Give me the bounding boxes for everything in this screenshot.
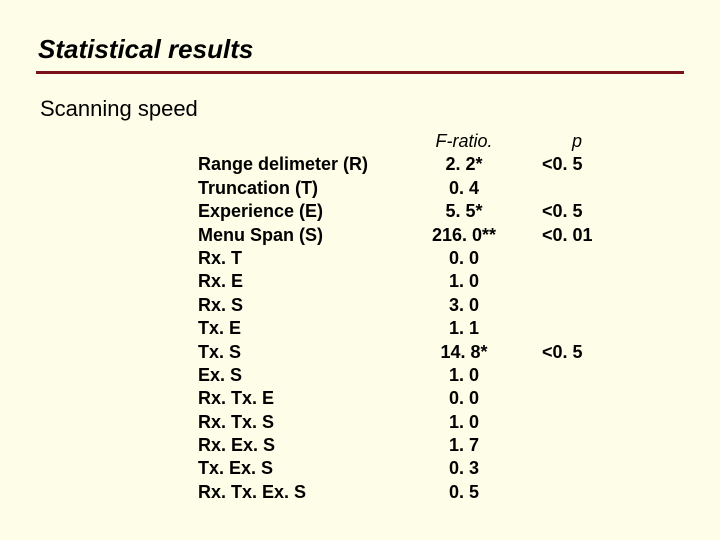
cell-factor: Rx. E bbox=[190, 270, 416, 293]
cell-p bbox=[512, 364, 620, 387]
stats-table-wrap: F-ratio. p Range delimeter (R)2. 2*<0. 5… bbox=[190, 130, 620, 504]
header-factor bbox=[190, 130, 416, 153]
cell-factor: Tx. E bbox=[190, 317, 416, 340]
cell-p bbox=[512, 411, 620, 434]
table-header-row: F-ratio. p bbox=[190, 130, 620, 153]
cell-p: <0. 5 bbox=[512, 200, 620, 223]
cell-fratio: 1. 7 bbox=[416, 434, 512, 457]
cell-p bbox=[512, 270, 620, 293]
cell-fratio: 2. 2* bbox=[416, 153, 512, 176]
cell-factor: Rx. T bbox=[190, 247, 416, 270]
cell-p: <0. 5 bbox=[512, 341, 620, 364]
stats-table: F-ratio. p Range delimeter (R)2. 2*<0. 5… bbox=[190, 130, 620, 504]
table-row: Tx. S14. 8*<0. 5 bbox=[190, 341, 620, 364]
cell-p: <0. 01 bbox=[512, 224, 620, 247]
cell-fratio: 1. 1 bbox=[416, 317, 512, 340]
table-body: Range delimeter (R)2. 2*<0. 5 Truncation… bbox=[190, 153, 620, 504]
table-row: Menu Span (S)216. 0**<0. 01 bbox=[190, 224, 620, 247]
slide-subtitle: Scanning speed bbox=[40, 96, 682, 122]
cell-factor: Rx. Tx. S bbox=[190, 411, 416, 434]
cell-fratio: 1. 0 bbox=[416, 270, 512, 293]
table-row: Tx. Ex. S0. 3 bbox=[190, 457, 620, 480]
table-row: Experience (E)5. 5*<0. 5 bbox=[190, 200, 620, 223]
cell-p bbox=[512, 387, 620, 410]
cell-factor: Tx. S bbox=[190, 341, 416, 364]
cell-fratio: 14. 8* bbox=[416, 341, 512, 364]
header-fratio: F-ratio. bbox=[416, 130, 512, 153]
table-row: Rx. Tx. Ex. S0. 5 bbox=[190, 481, 620, 504]
cell-p bbox=[512, 481, 620, 504]
cell-p: <0. 5 bbox=[512, 153, 620, 176]
cell-factor: Menu Span (S) bbox=[190, 224, 416, 247]
horizontal-rule bbox=[36, 71, 684, 74]
cell-fratio: 0. 5 bbox=[416, 481, 512, 504]
table-row: Ex. S1. 0 bbox=[190, 364, 620, 387]
cell-fratio: 3. 0 bbox=[416, 294, 512, 317]
header-p: p bbox=[512, 130, 620, 153]
slide: Statistical results Scanning speed F-rat… bbox=[0, 0, 720, 540]
slide-title: Statistical results bbox=[38, 34, 682, 65]
table-row: Rx. Ex. S1. 7 bbox=[190, 434, 620, 457]
cell-factor: Tx. Ex. S bbox=[190, 457, 416, 480]
cell-factor: Rx. S bbox=[190, 294, 416, 317]
cell-factor: Rx. Tx. Ex. S bbox=[190, 481, 416, 504]
cell-factor: Truncation (T) bbox=[190, 177, 416, 200]
table-row: Tx. E1. 1 bbox=[190, 317, 620, 340]
cell-factor: Experience (E) bbox=[190, 200, 416, 223]
table-row: Rx. Tx. E0. 0 bbox=[190, 387, 620, 410]
table-row: Rx. Tx. S1. 0 bbox=[190, 411, 620, 434]
cell-fratio: 0. 4 bbox=[416, 177, 512, 200]
table-row: Rx. S3. 0 bbox=[190, 294, 620, 317]
table-row: Rx. E1. 0 bbox=[190, 270, 620, 293]
table-row: Range delimeter (R)2. 2*<0. 5 bbox=[190, 153, 620, 176]
cell-fratio: 1. 0 bbox=[416, 364, 512, 387]
cell-fratio: 216. 0** bbox=[416, 224, 512, 247]
cell-factor: Ex. S bbox=[190, 364, 416, 387]
cell-fratio: 1. 0 bbox=[416, 411, 512, 434]
cell-factor: Rx. Tx. E bbox=[190, 387, 416, 410]
cell-fratio: 0. 3 bbox=[416, 457, 512, 480]
cell-p bbox=[512, 294, 620, 317]
cell-fratio: 0. 0 bbox=[416, 387, 512, 410]
table-row: Rx. T0. 0 bbox=[190, 247, 620, 270]
cell-factor: Rx. Ex. S bbox=[190, 434, 416, 457]
table-row: Truncation (T)0. 4 bbox=[190, 177, 620, 200]
cell-p bbox=[512, 177, 620, 200]
cell-factor: Range delimeter (R) bbox=[190, 153, 416, 176]
cell-fratio: 5. 5* bbox=[416, 200, 512, 223]
cell-fratio: 0. 0 bbox=[416, 247, 512, 270]
cell-p bbox=[512, 317, 620, 340]
cell-p bbox=[512, 457, 620, 480]
cell-p bbox=[512, 247, 620, 270]
cell-p bbox=[512, 434, 620, 457]
